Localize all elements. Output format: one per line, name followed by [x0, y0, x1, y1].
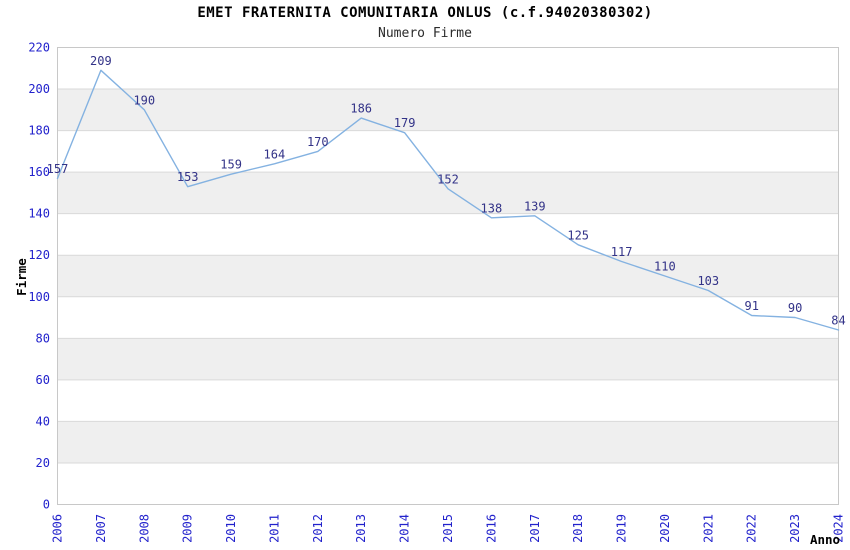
data-label: 91 — [744, 299, 758, 313]
x-tick-label: 2007 — [94, 514, 108, 543]
x-tick-label: 2018 — [571, 514, 585, 543]
data-label: 153 — [177, 170, 199, 184]
x-tick-label: 2011 — [267, 514, 281, 543]
y-tick-label: 60 — [36, 373, 50, 387]
data-label: 125 — [567, 228, 589, 242]
x-tick-label: 2017 — [528, 514, 542, 543]
data-label: 209 — [90, 54, 112, 68]
plot-band — [57, 338, 839, 380]
data-label: 152 — [437, 172, 459, 186]
plot-band — [57, 255, 839, 297]
data-label: 164 — [264, 147, 286, 161]
data-label: 84 — [831, 314, 845, 328]
plot-band — [57, 172, 839, 214]
data-label: 157 — [47, 162, 69, 176]
x-tick-label: 2006 — [51, 514, 65, 543]
x-tick-label: 2016 — [484, 514, 498, 543]
plot-band — [57, 89, 839, 131]
x-tick-label: 2020 — [658, 514, 672, 543]
data-label: 170 — [307, 135, 329, 149]
y-tick-label: 40 — [36, 414, 50, 428]
data-line — [56, 69, 840, 331]
x-tick-label: 2024 — [832, 514, 846, 543]
y-tick-label: 220 — [28, 41, 50, 55]
x-tick-label: 2019 — [615, 514, 629, 543]
y-tick-label: 200 — [28, 82, 50, 96]
x-tick-label: 2008 — [137, 514, 151, 543]
x-tick-label: 2010 — [224, 514, 238, 543]
x-tick-label: 2022 — [745, 514, 759, 543]
x-tick-label: 2023 — [788, 514, 802, 543]
data-label: 139 — [524, 199, 546, 213]
y-tick-label: 120 — [28, 248, 50, 262]
data-label: 159 — [220, 158, 242, 172]
data-label: 179 — [394, 116, 416, 130]
x-tick-label: 2015 — [441, 514, 455, 543]
y-tick-label: 80 — [36, 331, 50, 345]
x-tick-label: 2012 — [311, 514, 325, 543]
chart-subtitle: Numero Firme — [378, 26, 472, 41]
data-label: 103 — [697, 274, 719, 288]
data-label: 90 — [788, 301, 802, 315]
chart-title: EMET FRATERNITA COMUNITARIA ONLUS (c.f.9… — [197, 5, 653, 21]
y-axis-title: Firme — [14, 258, 29, 296]
x-tick-label: 2014 — [398, 514, 412, 543]
x-axis-title: Anno — [810, 532, 840, 547]
y-tick-label: 20 — [36, 456, 50, 470]
y-tick-label: 100 — [28, 290, 50, 304]
data-label: 110 — [654, 260, 676, 274]
y-tick-label: 140 — [28, 207, 50, 221]
y-tick-label: 180 — [28, 124, 50, 138]
y-tick-label: 0 — [43, 498, 50, 512]
data-label: 117 — [611, 245, 633, 259]
x-tick-label: 2013 — [354, 514, 368, 543]
y-tick-label: 160 — [28, 165, 50, 179]
plot-border — [57, 47, 839, 505]
data-label: 186 — [350, 102, 372, 116]
data-label: 138 — [481, 201, 503, 215]
data-label: 190 — [133, 93, 155, 107]
plot-band — [57, 421, 839, 463]
x-tick-label: 2009 — [181, 514, 195, 543]
x-tick-label: 2021 — [701, 514, 715, 543]
